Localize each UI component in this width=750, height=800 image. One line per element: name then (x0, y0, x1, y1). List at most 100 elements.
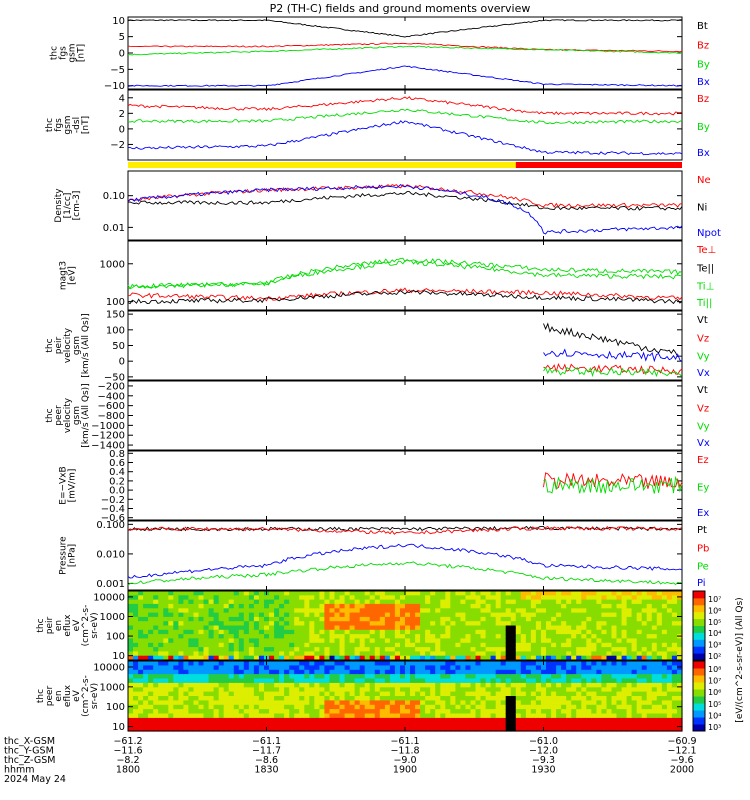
spec-cell (556, 722, 562, 728)
spec-cell (460, 726, 466, 732)
spec-cell (183, 625, 189, 631)
spec-cell (646, 642, 653, 648)
spec-cell (218, 704, 225, 710)
spec-cell (586, 713, 592, 719)
spec-cell (651, 655, 658, 661)
spec-cell (641, 661, 648, 666)
spec-cell (329, 612, 336, 618)
spec-cell (269, 691, 275, 697)
spec-cell (520, 616, 527, 622)
spec-cell (430, 638, 436, 644)
spec-cell (561, 629, 567, 635)
spec-cell (213, 704, 220, 710)
spec-cell (677, 595, 683, 601)
spec-cell (465, 713, 471, 719)
spec-cell (475, 651, 482, 657)
spec-cell (515, 599, 522, 605)
spec-cell (394, 674, 401, 680)
spec-cell (405, 642, 411, 648)
spec-cell (334, 674, 341, 680)
spec-cell (153, 678, 159, 684)
spec-cell (153, 625, 159, 631)
spec-cell (485, 595, 492, 601)
spec-cell (566, 655, 572, 661)
spec-cell (339, 713, 346, 719)
spec-cell (500, 709, 507, 715)
spec-cell (168, 682, 174, 688)
spec-cell (264, 722, 270, 728)
spec-cell (349, 612, 356, 618)
spec-cell (324, 621, 330, 627)
spec-cell (243, 674, 250, 680)
spec-cell (661, 674, 668, 680)
spec-cell (405, 595, 411, 601)
spec-cell (490, 651, 497, 657)
spec-cell (339, 726, 346, 732)
spec-cell (394, 700, 401, 706)
spec-cell (203, 687, 210, 693)
spec-cell (183, 612, 189, 618)
spec-cell (304, 638, 310, 644)
spec-cell (198, 621, 205, 627)
spec-cell (153, 691, 159, 697)
spec-cell (389, 634, 396, 639)
spec-cell (656, 591, 663, 596)
spec-cell (394, 647, 401, 652)
spec-cell (535, 625, 542, 631)
spec-cell (455, 638, 461, 644)
spec-cell (661, 722, 668, 728)
y-axis-label: thc (45, 408, 55, 422)
spec-cell (248, 621, 255, 627)
spec-cell (233, 599, 240, 605)
spec-cell (546, 665, 552, 671)
spec-cell (178, 599, 184, 605)
spec-cell (148, 665, 154, 671)
spec-cell (384, 621, 391, 627)
series-Vy (543, 366, 683, 378)
spec-cell (400, 709, 406, 715)
spec-cell (284, 634, 290, 639)
spec-cell (133, 655, 139, 661)
spec-cell (374, 655, 381, 661)
spec-cell (400, 655, 406, 661)
spec-cell (178, 709, 184, 715)
y-tick-label: 0.01 (103, 223, 125, 234)
spec-cell (621, 625, 628, 631)
colorbar-cell (693, 618, 705, 626)
spec-cell (520, 655, 527, 661)
spec-cell (274, 717, 280, 723)
colorbar: 10⁷10⁶10⁵10⁴10³10²10⁸10⁷10⁶10⁵10⁴10³[eV/… (692, 590, 745, 732)
spec-cell (178, 629, 184, 635)
spec-cell (520, 608, 527, 614)
spec-cell (394, 665, 401, 671)
spec-cell (304, 661, 310, 666)
x-tick-label: −8.6 (255, 755, 278, 766)
spec-cell (515, 687, 522, 693)
spec-cell (410, 634, 416, 639)
spec-cell (138, 687, 144, 693)
spec-cell (158, 599, 164, 605)
y-axis-label: magt3 (59, 261, 69, 290)
spec-cell (394, 661, 401, 666)
spec-cell (349, 713, 356, 719)
spec-cell (530, 669, 537, 675)
spec-cell (329, 634, 336, 639)
spec-cell (344, 638, 351, 644)
spec-cell (243, 651, 250, 657)
spec-cell (213, 625, 220, 631)
spec-cell (384, 696, 391, 701)
spec-cell (233, 655, 240, 661)
spec-cell (354, 642, 361, 648)
spec-cell (284, 638, 290, 644)
spec-cell (641, 642, 648, 648)
spec-cell (364, 638, 371, 644)
spec-cell (520, 678, 527, 684)
spec-cell (148, 612, 154, 618)
spec-cell (238, 591, 245, 596)
spec-cell (611, 665, 618, 671)
spec-cell (163, 616, 169, 622)
spec-cell (269, 638, 275, 644)
spec-cell (243, 638, 250, 644)
spec-cell (666, 608, 673, 614)
